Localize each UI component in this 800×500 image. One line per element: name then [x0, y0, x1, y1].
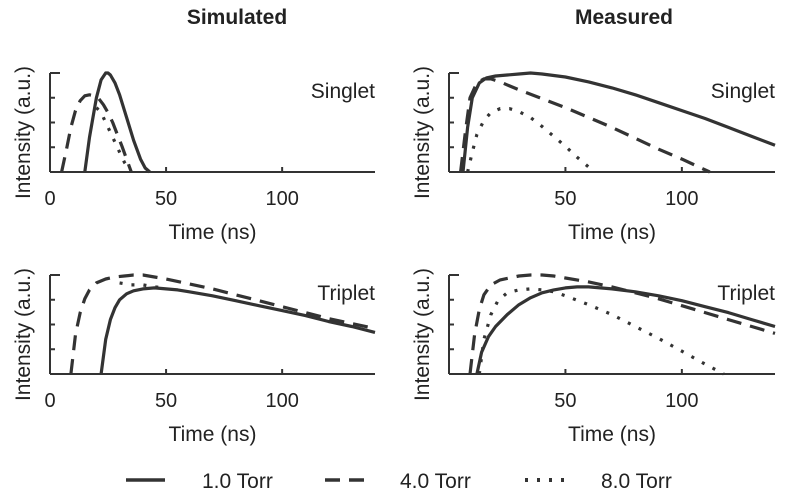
- x-tick-label: 50: [554, 390, 576, 412]
- x-axis-label: Time (ns): [568, 423, 656, 446]
- x-tick-label: 100: [265, 390, 298, 412]
- series-line-dashed: [468, 273, 776, 375]
- y-axis-label: Intensity (a.u.): [12, 268, 35, 401]
- legend-label-4-torr: 4.0 Torr: [400, 470, 471, 493]
- x-tick-label: 50: [155, 188, 177, 210]
- series-line-solid: [475, 285, 776, 375]
- x-tick-label: 0: [44, 390, 55, 412]
- x-tick-label: 50: [554, 188, 576, 210]
- series-line-dashed: [69, 273, 376, 375]
- x-axis-label: Time (ns): [169, 221, 257, 244]
- y-axis-label: Intensity (a.u.): [411, 66, 434, 199]
- panel-3: 0 50 100 Time (ns) Intensity (a.u.) Triplet: [12, 268, 376, 446]
- x-tick-label: 100: [665, 188, 698, 210]
- panel-label: Singlet: [711, 80, 775, 103]
- series-line-solid: [461, 71, 776, 173]
- panel-4: 50 100 Time (ns) Intensity (a.u.) Triplet: [411, 268, 776, 446]
- x-axis-label: Time (ns): [169, 423, 257, 446]
- panel-label: Singlet: [311, 80, 375, 103]
- series-line-dashed: [459, 77, 711, 174]
- y-axis-label: Intensity (a.u.): [12, 66, 35, 199]
- x-tick-label: 50: [155, 390, 177, 412]
- legend-label-1-torr: 1.0 Torr: [202, 470, 273, 493]
- x-tick-label: 100: [665, 390, 698, 412]
- series-line-solid: [83, 71, 151, 174]
- series-line-solid: [99, 286, 376, 375]
- y-axis-label: Intensity (a.u.): [411, 268, 434, 401]
- x-tick-label: 0: [44, 188, 55, 210]
- panel-2: 50 100 Time (ns) Intensity (a.u.) Singlet: [411, 66, 776, 244]
- panel-label: Triplet: [317, 282, 375, 305]
- column-title-measured: Measured: [575, 6, 673, 29]
- x-axis-label: Time (ns): [568, 221, 656, 244]
- panel-label: Triplet: [717, 282, 775, 305]
- legend-label-8-torr: 8.0 Torr: [601, 470, 672, 493]
- series-line-dotted: [466, 107, 595, 174]
- legend: 1.0 Torr 4.0 Torr 8.0 Torr: [126, 470, 672, 493]
- x-tick-label: 100: [265, 188, 298, 210]
- series-line-dashed: [60, 93, 133, 173]
- panel-1: 0 50 100 Time (ns) Intensity (a.u.) Singlet: [12, 66, 375, 244]
- column-title-simulated: Simulated: [187, 6, 287, 29]
